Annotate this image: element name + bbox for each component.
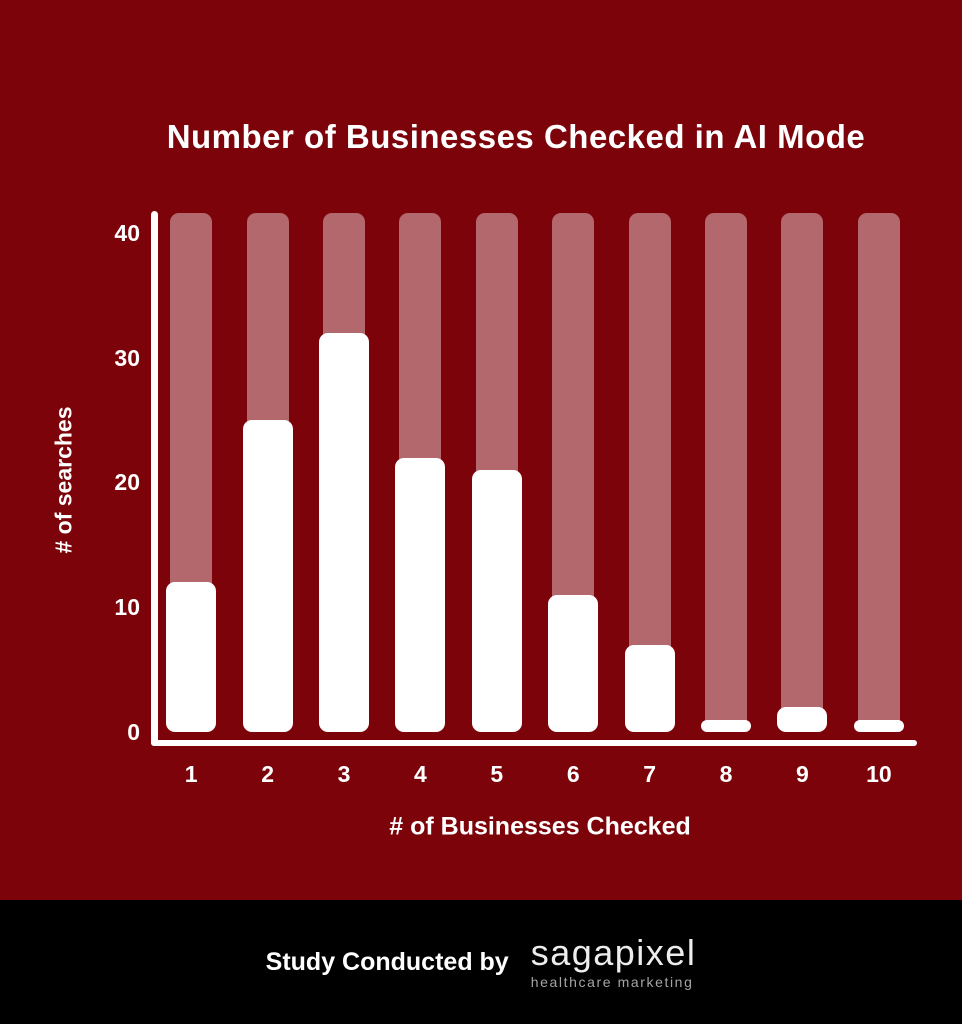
bar-column: 7	[611, 213, 687, 787]
bar	[624, 644, 675, 732]
y-axis-line	[151, 211, 158, 746]
logo-wordmark: sagapixel	[530, 931, 697, 973]
credit-text: Study Conducted by	[265, 947, 509, 976]
y-tick-label: 10	[114, 594, 140, 621]
bar	[395, 457, 446, 732]
x-tick-label: 6	[566, 761, 580, 787]
logo-tagline: healthcare marketing	[530, 973, 694, 990]
bar	[853, 719, 904, 732]
bar-track	[705, 213, 748, 732]
bar-column: 1	[153, 213, 229, 787]
x-tick-label: 5	[490, 761, 504, 787]
bar-column: 10	[841, 213, 917, 787]
bar-column: 9	[764, 213, 840, 787]
y-tick-label: 40	[114, 219, 140, 246]
bar	[471, 470, 522, 732]
bar	[319, 332, 370, 732]
plot-area: 1 2 3 4 5 6 7 8 9 10	[153, 213, 917, 787]
x-tick-label: 1	[184, 761, 198, 787]
x-tick-label: 9	[796, 761, 809, 787]
x-tick-label: 2	[261, 761, 274, 787]
bar	[701, 719, 752, 732]
y-tick-label: 20	[114, 469, 140, 496]
bar-column: 3	[306, 213, 382, 787]
x-tick-label: 8	[719, 761, 733, 787]
bar	[548, 594, 599, 732]
x-axis-line	[151, 739, 917, 746]
footer: Study Conducted by sagapixel healthcare …	[0, 900, 962, 1024]
y-tick-label: 30	[114, 344, 140, 371]
bar	[777, 707, 828, 732]
chart-title: Number of Businesses Checked in AI Mode	[166, 118, 866, 155]
bar	[242, 420, 293, 732]
x-tick-label: 10	[866, 761, 892, 787]
bar	[166, 582, 217, 732]
bar-column: 8	[688, 213, 764, 787]
bar-track	[857, 213, 900, 732]
sagapixel-logo: sagapixel healthcare marketing	[530, 931, 697, 990]
x-tick-label: 7	[643, 761, 657, 787]
y-axis-ticks: 0 10 20 30 40	[55, 213, 140, 745]
bar-column: 2	[229, 213, 305, 787]
bar-column: 4	[382, 213, 458, 787]
bar-column: 6	[535, 213, 611, 787]
bar-track	[781, 213, 824, 732]
y-tick-label: 0	[127, 719, 140, 745]
x-tick-label: 3	[337, 761, 351, 787]
bar-column: 5	[459, 213, 535, 787]
x-tick-label: 4	[414, 761, 427, 787]
x-axis-title: # of Businesses Checked	[389, 812, 691, 841]
